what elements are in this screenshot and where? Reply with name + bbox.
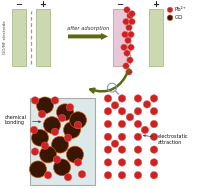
Text: chemical
bonding: chemical bonding (5, 115, 40, 125)
Circle shape (128, 19, 135, 25)
Circle shape (69, 112, 86, 129)
Circle shape (31, 148, 39, 155)
Circle shape (134, 133, 141, 141)
Circle shape (41, 142, 49, 149)
FancyArrowPatch shape (90, 70, 128, 92)
Text: after adsorption: after adsorption (67, 26, 109, 30)
Circle shape (53, 159, 70, 176)
Circle shape (104, 120, 111, 128)
Circle shape (123, 50, 130, 56)
Circle shape (104, 133, 111, 141)
Text: +: + (152, 0, 159, 9)
Circle shape (150, 95, 157, 102)
Bar (148, 9, 162, 66)
Circle shape (118, 146, 125, 153)
Circle shape (51, 136, 68, 153)
Circle shape (74, 121, 81, 129)
Circle shape (29, 161, 46, 178)
Circle shape (124, 37, 131, 43)
Circle shape (150, 108, 157, 115)
Text: Pb²⁺: Pb²⁺ (174, 7, 186, 12)
Circle shape (51, 128, 59, 136)
Circle shape (141, 126, 148, 134)
Circle shape (166, 15, 172, 20)
Circle shape (121, 31, 128, 38)
Circle shape (118, 120, 125, 128)
Circle shape (66, 104, 73, 111)
Circle shape (111, 140, 118, 147)
Circle shape (43, 117, 60, 133)
Circle shape (74, 159, 81, 166)
Text: −: − (16, 0, 22, 9)
Circle shape (64, 134, 71, 142)
Circle shape (36, 97, 53, 114)
Circle shape (134, 146, 141, 153)
Circle shape (63, 122, 80, 138)
Circle shape (125, 69, 132, 75)
Circle shape (127, 31, 134, 38)
Circle shape (134, 108, 141, 115)
Circle shape (66, 146, 83, 163)
Text: +: + (39, 0, 46, 9)
Circle shape (122, 19, 129, 25)
Bar (30, 98, 94, 185)
Circle shape (30, 126, 38, 134)
Circle shape (120, 44, 126, 50)
Circle shape (104, 95, 111, 102)
Circle shape (122, 63, 129, 69)
Circle shape (111, 102, 118, 109)
Circle shape (126, 57, 133, 63)
Circle shape (134, 95, 141, 102)
Circle shape (56, 104, 73, 121)
Circle shape (31, 97, 39, 104)
Circle shape (31, 129, 48, 146)
Circle shape (118, 159, 125, 166)
Circle shape (118, 133, 125, 141)
Circle shape (104, 146, 111, 153)
Circle shape (143, 101, 150, 108)
Circle shape (127, 44, 134, 50)
Circle shape (134, 159, 141, 166)
Circle shape (51, 97, 59, 104)
Circle shape (150, 159, 157, 166)
Circle shape (150, 146, 157, 153)
FancyArrow shape (68, 33, 108, 40)
Circle shape (126, 113, 133, 121)
Text: electrostatic
attraction: electrostatic attraction (143, 134, 188, 145)
Bar (12, 9, 26, 66)
Circle shape (53, 156, 61, 163)
Text: GO/NF electrode: GO/NF electrode (3, 21, 7, 54)
Text: −: − (116, 0, 123, 9)
Circle shape (78, 170, 85, 178)
Circle shape (134, 171, 141, 179)
Circle shape (118, 108, 125, 115)
Circle shape (123, 7, 130, 13)
Bar (36, 9, 50, 66)
Circle shape (126, 13, 133, 19)
Circle shape (128, 11, 135, 17)
Circle shape (125, 24, 132, 31)
Circle shape (64, 174, 71, 181)
Circle shape (150, 171, 157, 179)
Text: GO: GO (174, 15, 183, 20)
Circle shape (39, 146, 56, 163)
Circle shape (104, 159, 111, 166)
Bar (112, 9, 126, 66)
Circle shape (44, 171, 52, 179)
Circle shape (58, 114, 65, 122)
Circle shape (150, 120, 157, 128)
Circle shape (104, 108, 111, 115)
Circle shape (118, 171, 125, 179)
Circle shape (134, 120, 141, 128)
Circle shape (104, 171, 111, 179)
Circle shape (150, 133, 157, 141)
Circle shape (166, 7, 172, 13)
Circle shape (118, 95, 125, 102)
Circle shape (38, 110, 45, 118)
